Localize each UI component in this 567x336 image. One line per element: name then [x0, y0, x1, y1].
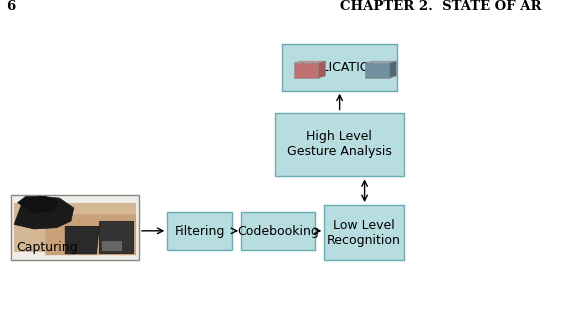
Text: Codebooking: Codebooking: [237, 224, 319, 238]
Polygon shape: [390, 61, 396, 78]
Text: 6: 6: [6, 0, 15, 13]
Text: APPLICATION: APPLICATION: [299, 61, 380, 74]
Bar: [11, 195, 139, 260]
Polygon shape: [365, 63, 390, 78]
Polygon shape: [14, 196, 74, 229]
Bar: [282, 44, 397, 91]
Bar: [324, 205, 404, 260]
Text: Filtering: Filtering: [175, 224, 225, 238]
Text: CHAPTER 2.  STATE OF AR: CHAPTER 2. STATE OF AR: [340, 0, 541, 13]
Polygon shape: [294, 63, 319, 78]
Polygon shape: [45, 215, 136, 255]
Text: Low Level
Recognition: Low Level Recognition: [327, 219, 401, 247]
Text: High Level
Gesture Analysis: High Level Gesture Analysis: [287, 130, 392, 159]
Bar: [102, 241, 122, 251]
Text: Capturing: Capturing: [16, 241, 78, 254]
Polygon shape: [294, 61, 325, 63]
Polygon shape: [365, 61, 396, 63]
Polygon shape: [99, 221, 133, 253]
Polygon shape: [319, 61, 325, 78]
Polygon shape: [65, 226, 99, 254]
Bar: [167, 212, 232, 250]
Bar: [275, 113, 404, 176]
Bar: [241, 212, 315, 250]
Bar: [14, 203, 136, 252]
Polygon shape: [17, 196, 60, 213]
